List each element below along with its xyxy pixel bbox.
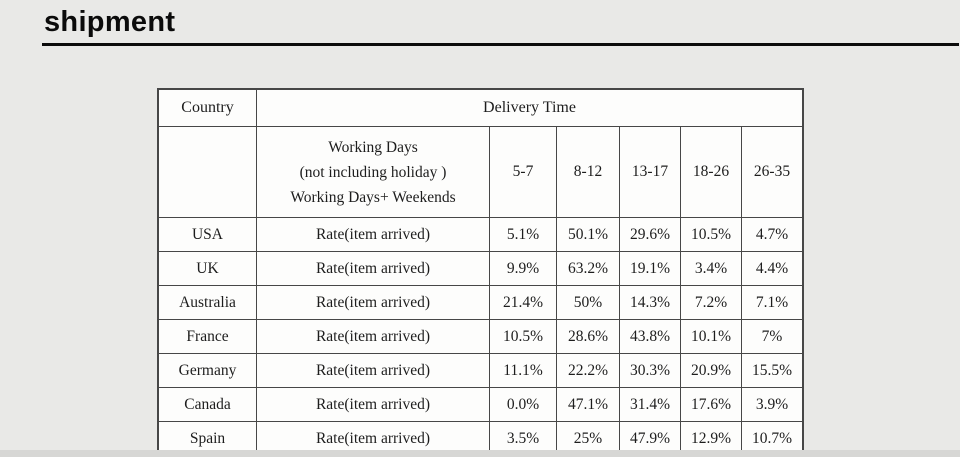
rate-label-cell: Rate(item arrived)	[256, 285, 490, 320]
country-cell: Canada	[157, 387, 257, 422]
rate-value-cell: 10.5%	[680, 217, 742, 252]
table-row: Germany Rate(item arrived) 11.1% 22.2% 30.3%…	[157, 353, 804, 388]
delivery-time-header: Delivery Time	[256, 88, 804, 127]
day-range-header: 18-26	[680, 126, 742, 218]
table-header-row: Country Delivery Time	[157, 88, 804, 127]
rate-value-cell: 47.1%	[556, 387, 620, 422]
country-cell: UK	[157, 251, 257, 286]
table-subheader-row: Working Days (not including holiday ) Wo…	[157, 126, 804, 218]
heading-divider	[42, 43, 959, 46]
working-days-cell: Working Days (not including holiday ) Wo…	[256, 126, 490, 218]
rate-value-cell: 50.1%	[556, 217, 620, 252]
rate-label-cell: Rate(item arrived)	[256, 387, 490, 422]
country-cell: Australia	[157, 285, 257, 320]
rate-value-cell: 50%	[556, 285, 620, 320]
empty-corner-cell	[157, 126, 257, 218]
shipment-table: Country Delivery Time Working Days (not …	[157, 88, 804, 457]
rate-value-cell: 7%	[741, 319, 804, 354]
country-cell: France	[157, 319, 257, 354]
rate-value-cell: 29.6%	[619, 217, 681, 252]
rate-value-cell: 43.8%	[619, 319, 681, 354]
rate-value-cell: 17.6%	[680, 387, 742, 422]
rate-label-cell: Rate(item arrived)	[256, 217, 490, 252]
rate-label-cell: Rate(item arrived)	[256, 319, 490, 354]
country-header: Country	[157, 88, 257, 127]
rate-value-cell: 4.4%	[741, 251, 804, 286]
day-range-header: 26-35	[741, 126, 804, 218]
rate-value-cell: 22.2%	[556, 353, 620, 388]
rate-label-cell: Rate(item arrived)	[256, 251, 490, 286]
rate-value-cell: 28.6%	[556, 319, 620, 354]
rate-value-cell: 11.1%	[489, 353, 557, 388]
day-range-header: 13-17	[619, 126, 681, 218]
rate-value-cell: 31.4%	[619, 387, 681, 422]
rate-value-cell: 7.2%	[680, 285, 742, 320]
rate-value-cell: 21.4%	[489, 285, 557, 320]
rate-value-cell: 3.9%	[741, 387, 804, 422]
working-days-line: Working Days+ Weekends	[290, 188, 456, 206]
country-cell: Germany	[157, 353, 257, 388]
working-days-line: Working Days	[328, 138, 418, 156]
rate-value-cell: 9.9%	[489, 251, 557, 286]
table-body: USA Rate(item arrived) 5.1% 50.1% 29.6% 10.5%…	[157, 217, 804, 457]
rate-value-cell: 20.9%	[680, 353, 742, 388]
day-range-header: 5-7	[489, 126, 557, 218]
day-range-header: 8-12	[556, 126, 620, 218]
table-row: France Rate(item arrived) 10.5% 28.6% 43.8% 1…	[157, 319, 804, 354]
rate-value-cell: 0.0%	[489, 387, 557, 422]
shipment-table-container: Country Delivery Time Working Days (not …	[157, 88, 804, 457]
rate-value-cell: 30.3%	[619, 353, 681, 388]
table-row: USA Rate(item arrived) 5.1% 50.1% 29.6% 10.5%…	[157, 217, 804, 252]
rate-value-cell: 10.5%	[489, 319, 557, 354]
rate-value-cell: 63.2%	[556, 251, 620, 286]
rate-value-cell: 14.3%	[619, 285, 681, 320]
country-cell: USA	[157, 217, 257, 252]
rate-value-cell: 15.5%	[741, 353, 804, 388]
table-row: Canada Rate(item arrived) 0.0% 47.1% 31.4% 17…	[157, 387, 804, 422]
page-title: shipment	[44, 6, 176, 38]
table-row: UK Rate(item arrived) 9.9% 63.2% 19.1% 3.4% 4.…	[157, 251, 804, 286]
bottom-shadow	[0, 450, 960, 457]
table-row: Australia Rate(item arrived) 21.4% 50% 14.3%…	[157, 285, 804, 320]
rate-value-cell: 3.4%	[680, 251, 742, 286]
rate-value-cell: 10.1%	[680, 319, 742, 354]
rate-value-cell: 4.7%	[741, 217, 804, 252]
rate-value-cell: 19.1%	[619, 251, 681, 286]
rate-value-cell: 7.1%	[741, 285, 804, 320]
rate-value-cell: 5.1%	[489, 217, 557, 252]
working-days-line: (not including holiday )	[299, 163, 447, 181]
rate-label-cell: Rate(item arrived)	[256, 353, 490, 388]
